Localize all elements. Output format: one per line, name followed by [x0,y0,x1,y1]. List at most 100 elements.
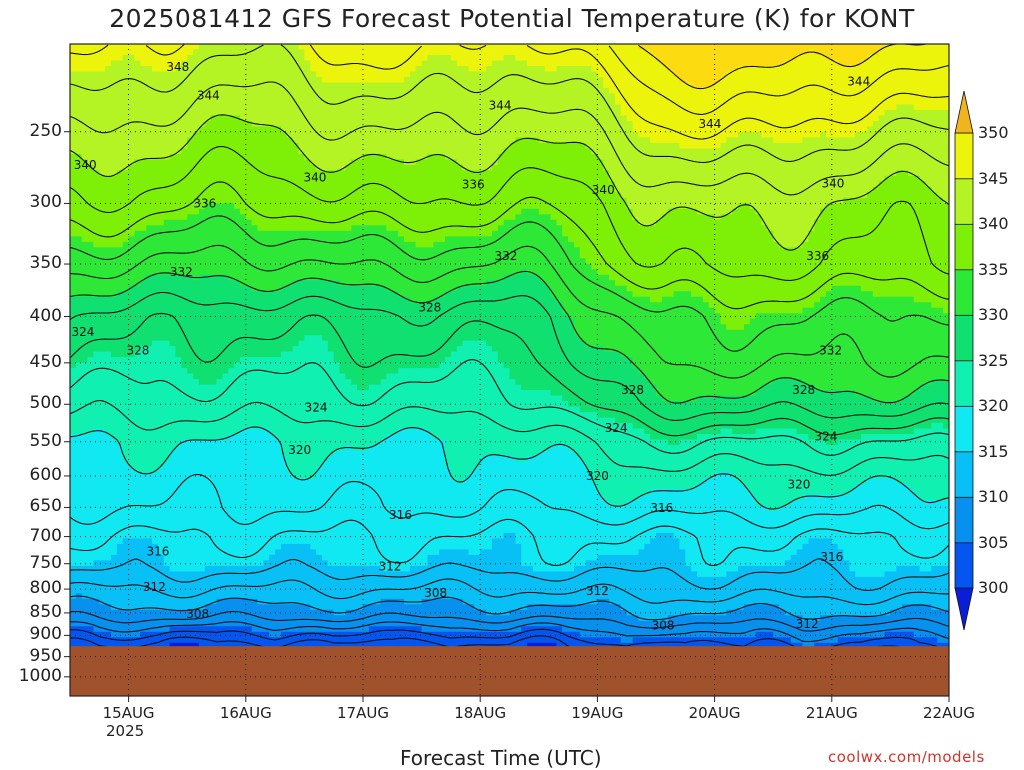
theta-band-cell [105,71,112,78]
theta-band-cell [99,483,106,490]
theta-band-cell [239,181,247,188]
theta-band-cell [146,351,153,358]
theta-band-cell [163,500,171,507]
theta-band-cell [286,598,294,605]
theta-band-cell [239,560,247,567]
theta-band-cell [292,274,300,281]
theta-band-cell [216,126,223,133]
theta-band-cell [286,120,294,127]
theta-band-cell [310,137,317,144]
theta-band-cell [169,351,177,358]
theta-band-cell [333,258,341,265]
theta-band-cell [234,494,241,501]
theta-band-cell [281,379,288,386]
theta-band-cell [304,170,311,177]
theta-band-cell [75,329,83,336]
theta-band-cell [169,450,177,457]
theta-band-cell [281,291,288,298]
theta-band-cell [70,423,77,430]
theta-band-cell [286,71,294,78]
theta-band-cell [228,489,235,496]
theta-band-cell [263,115,270,122]
theta-band-cell [198,159,206,166]
theta-band-cell [257,66,264,73]
theta-band-cell [292,406,300,413]
theta-band-cell [245,384,253,391]
theta-band-cell [275,510,282,517]
theta-band-cell [122,379,130,386]
theta-band-cell [111,335,118,342]
theta-band-cell [304,368,311,375]
theta-band-cell [251,241,259,248]
theta-band-cell [163,527,171,534]
theta-band-cell [163,510,171,517]
theta-band-cell [70,543,77,550]
theta-band-cell [298,131,305,138]
theta-band-cell [234,44,241,51]
theta-band-cell [128,71,136,78]
theta-band-cell [257,340,264,347]
theta-band-cell [298,417,305,424]
theta-band-cell [152,417,159,424]
theta-band-cell [228,252,235,259]
theta-band-cell [146,109,153,116]
theta-band-cell [116,620,124,627]
theta-band-cell [75,510,83,517]
theta-band-cell [275,258,282,265]
theta-band-cell [146,159,153,166]
theta-band-cell [193,44,200,51]
theta-band-cell [292,642,300,649]
theta-band-cell [298,620,305,627]
theta-band-cell [181,219,188,226]
theta-band-cell [316,598,323,605]
theta-band-cell [181,532,188,539]
theta-band-cell [181,335,188,342]
theta-band-cell [251,390,259,397]
theta-band-cell [234,49,241,56]
theta-band-cell [105,412,112,419]
theta-band-cell [81,450,89,457]
theta-band-cell [257,126,264,133]
theta-band-cell [175,302,182,309]
theta-band-cell [122,104,130,111]
theta-band-cell [210,296,218,303]
theta-band-cell [281,609,288,616]
theta-band-cell [70,335,77,342]
theta-band-cell [228,346,235,353]
theta-band-cell [269,576,276,583]
theta-band-cell [304,241,311,248]
theta-band-cell [93,109,100,116]
theta-band-cell [75,181,83,188]
theta-band-cell [286,335,294,342]
theta-band-cell [111,197,118,204]
theta-band-cell [198,483,206,490]
theta-band-cell [105,175,112,182]
theta-band-cell [234,313,241,320]
theta-band-cell [298,483,305,490]
theta-band-cell [239,324,247,331]
theta-band-cell [281,423,288,430]
theta-band-cell [239,296,247,303]
theta-band-cell [187,109,194,116]
theta-band-cell [140,587,147,594]
theta-band-cell [87,142,95,149]
theta-band-cell [333,269,341,276]
theta-band-cell [269,406,276,413]
theta-band-cell [251,576,259,583]
theta-band-cell [152,164,159,171]
theta-band-cell [193,456,200,463]
theta-band-cell [263,532,270,539]
theta-band-cell [222,521,229,528]
theta-band-cell [245,93,253,100]
theta-band-cell [216,554,223,561]
theta-band-cell [304,549,311,556]
theta-band-cell [111,164,118,171]
theta-band-cell [105,467,112,474]
theta-band-cell [316,428,323,435]
theta-band-cell [263,560,270,567]
theta-band-cell [298,269,305,276]
theta-band-cell [152,170,159,177]
theta-band-cell [234,142,241,149]
theta-band-cell [310,318,317,325]
theta-band-cell [275,631,282,638]
